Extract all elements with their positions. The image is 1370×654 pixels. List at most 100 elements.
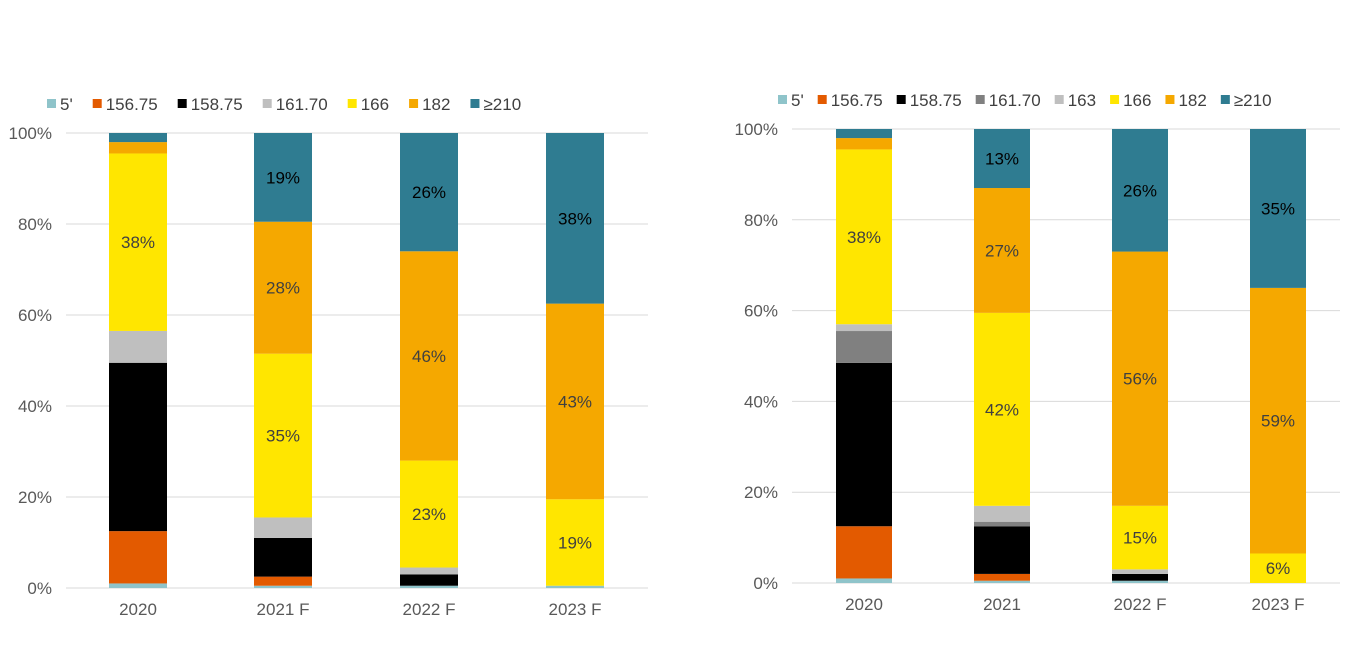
legend-label: 158.75 bbox=[191, 95, 243, 114]
bar-segment bbox=[836, 149, 892, 325]
bar-segment bbox=[254, 585, 312, 588]
legend-label: 182 bbox=[422, 95, 450, 114]
legend-swatch bbox=[1110, 95, 1120, 104]
legend-label: ≥210 bbox=[483, 95, 521, 114]
bar-segment bbox=[1250, 129, 1306, 288]
legend-label: 5' bbox=[791, 91, 804, 110]
bar-segment bbox=[546, 303, 604, 500]
bar-segment bbox=[400, 567, 458, 575]
data-label: 46% bbox=[412, 347, 446, 366]
bar-segment bbox=[400, 574, 458, 586]
x-tick-label: 2021 F bbox=[257, 600, 310, 619]
legend-swatch bbox=[817, 95, 827, 104]
data-label: 38% bbox=[847, 228, 881, 247]
bar-segment bbox=[836, 331, 892, 363]
chart-left: 0% 20% 40% 60% 80% 100% 38% 2020 35% 28% 19% 2021 F… bbox=[9, 95, 648, 619]
legend-swatch bbox=[47, 99, 56, 108]
data-label: 15% bbox=[1123, 529, 1157, 548]
bar-segment bbox=[1112, 505, 1168, 570]
y-tick-label: 100% bbox=[9, 124, 52, 143]
x-tick-label: 2022 F bbox=[1114, 595, 1167, 614]
legend-swatch bbox=[975, 95, 985, 104]
bar-segment bbox=[109, 330, 167, 363]
data-label: 26% bbox=[412, 183, 446, 202]
data-label: 13% bbox=[985, 150, 1019, 169]
bar-segment bbox=[974, 129, 1030, 189]
legend-label: 156.75 bbox=[106, 95, 158, 114]
y-tick-label: 80% bbox=[744, 211, 778, 230]
y-tick-label: 80% bbox=[18, 215, 52, 234]
bar-segment bbox=[109, 153, 167, 331]
legend-label: 182 bbox=[1178, 91, 1206, 110]
data-label: 42% bbox=[985, 400, 1019, 419]
data-label: 35% bbox=[1261, 199, 1295, 218]
x-tick-label: 2021 bbox=[983, 595, 1021, 614]
bar-segment bbox=[974, 573, 1030, 581]
legend-label: ≥210 bbox=[1234, 91, 1272, 110]
y-tick-label: 60% bbox=[744, 302, 778, 321]
bar-segment bbox=[109, 583, 167, 588]
legend-swatch bbox=[92, 99, 102, 108]
legend-swatch bbox=[1054, 95, 1064, 104]
bar-segment bbox=[109, 362, 167, 532]
data-label: 28% bbox=[266, 279, 300, 298]
bar-segment bbox=[974, 526, 1030, 574]
y-tick-label: 100% bbox=[735, 120, 778, 139]
bar-segment bbox=[254, 221, 312, 354]
bar-segment bbox=[974, 521, 1030, 527]
data-label: 23% bbox=[412, 505, 446, 524]
chart-right: 0% 20% 40% 60% 80% 100% 38% 2020 42% 27% 13% 2021 15… bbox=[735, 91, 1340, 614]
bar-segment bbox=[109, 142, 167, 154]
bar-segment bbox=[109, 133, 167, 143]
bar-segment bbox=[1112, 573, 1168, 581]
legend-label: 166 bbox=[1123, 91, 1151, 110]
data-label: 59% bbox=[1261, 412, 1295, 431]
bar-segment bbox=[974, 505, 1030, 522]
data-label: 6% bbox=[1266, 559, 1291, 578]
bar-segment bbox=[400, 133, 458, 252]
bar-segment bbox=[1112, 129, 1168, 252]
data-label: 19% bbox=[266, 168, 300, 187]
legend-label: 161.70 bbox=[989, 91, 1041, 110]
bar-segment bbox=[254, 353, 312, 518]
x-tick-label: 2023 F bbox=[1252, 595, 1305, 614]
y-tick-label: 0% bbox=[27, 579, 52, 598]
bar-segment bbox=[400, 251, 458, 461]
bar-segment bbox=[974, 312, 1030, 506]
y-tick-label: 20% bbox=[18, 488, 52, 507]
data-label: 19% bbox=[558, 534, 592, 553]
legend-label: 161.70 bbox=[276, 95, 328, 114]
bar-segment bbox=[836, 526, 892, 579]
legend-label: 163 bbox=[1068, 91, 1096, 110]
bar-segment bbox=[1112, 580, 1168, 583]
y-tick-label: 60% bbox=[18, 306, 52, 325]
bar-segment bbox=[546, 499, 604, 586]
x-tick-label: 2022 F bbox=[403, 600, 456, 619]
legend-label: 158.75 bbox=[910, 91, 962, 110]
legend-swatch bbox=[896, 95, 906, 104]
y-tick-label: 40% bbox=[18, 397, 52, 416]
legend-swatch bbox=[778, 95, 787, 104]
bar-segment bbox=[974, 580, 1030, 583]
bar-segment bbox=[254, 576, 312, 586]
legend-label: 5' bbox=[60, 95, 73, 114]
y-tick-label: 40% bbox=[744, 392, 778, 411]
bar-segment bbox=[254, 517, 312, 538]
x-tick-label: 2020 bbox=[845, 595, 883, 614]
bar-segment bbox=[836, 129, 892, 139]
bar-segment bbox=[546, 585, 604, 588]
legend-swatch bbox=[1165, 95, 1175, 104]
bar-segment bbox=[1250, 553, 1306, 583]
legend-swatch bbox=[177, 99, 187, 108]
bar-segment bbox=[546, 133, 604, 304]
legend-swatch bbox=[347, 99, 357, 108]
data-label: 38% bbox=[558, 209, 592, 228]
legend-swatch bbox=[409, 99, 419, 108]
bar-segment bbox=[254, 133, 312, 222]
y-tick-label: 0% bbox=[753, 574, 778, 593]
legend-label: 156.75 bbox=[831, 91, 883, 110]
data-label: 38% bbox=[121, 233, 155, 252]
x-tick-label: 2023 F bbox=[549, 600, 602, 619]
bar-segment bbox=[1112, 569, 1168, 574]
